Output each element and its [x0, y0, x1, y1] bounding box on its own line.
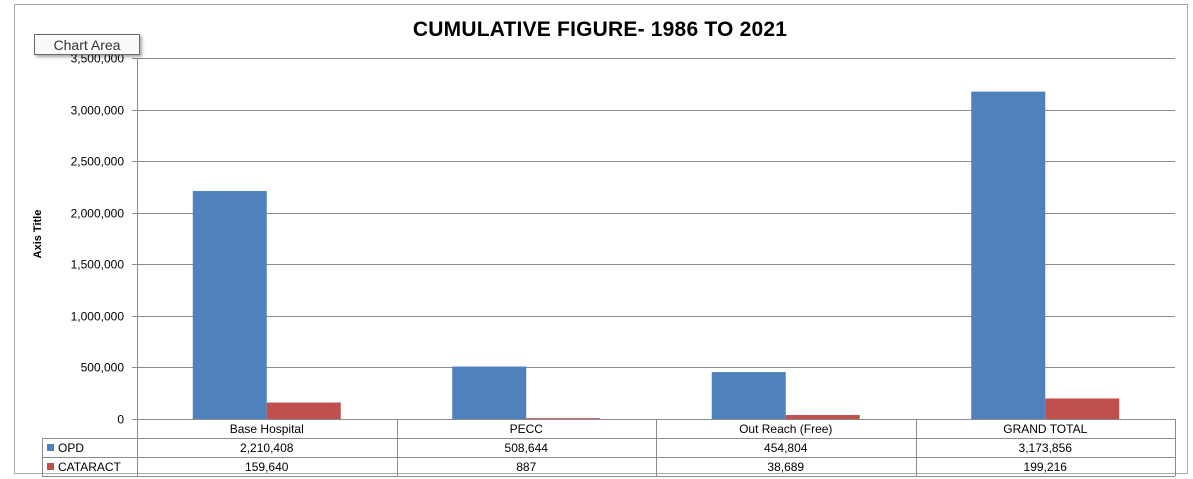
y-tick-label: 1,000,000	[71, 310, 125, 324]
chart-title: CUMULATIVE FIGURE- 1986 TO 2021	[412, 18, 788, 41]
data-label: 508,644	[505, 441, 549, 455]
bar-opd	[192, 191, 267, 419]
bar-opd	[452, 366, 527, 419]
category-label: Out Reach (Free)	[739, 422, 832, 436]
y-tick-label: 0	[117, 413, 124, 427]
bar-cataract	[1045, 398, 1120, 419]
y-tick-label: 2,000,000	[71, 207, 125, 221]
bar-opd	[711, 372, 786, 419]
y-tick-label: 3,000,000	[71, 104, 125, 118]
data-label: 887	[516, 460, 536, 474]
y-tick-label: 2,500,000	[71, 155, 125, 169]
data-label: 2,210,408	[240, 441, 294, 455]
legend-label-opd: OPD	[58, 441, 84, 455]
bar-cataract	[526, 418, 601, 419]
category-label: Base Hospital	[230, 422, 304, 436]
category-label: GRAND TOTAL	[1003, 422, 1087, 436]
chart-border	[14, 4, 1188, 474]
bar-opd	[971, 91, 1046, 419]
data-label: 199,216	[1024, 460, 1068, 474]
category-label: PECC	[510, 422, 544, 436]
data-label: 454,804	[764, 441, 808, 455]
data-label: 159,640	[245, 460, 289, 474]
y-tick-label: 500,000	[81, 361, 125, 375]
data-label: 38,689	[767, 460, 804, 474]
legend-key-opd	[47, 444, 54, 451]
legend-key-cataract	[47, 463, 54, 470]
y-tick-label: 1,500,000	[71, 258, 125, 272]
chart-area-tooltip: Chart Area	[34, 34, 140, 55]
legend-label-cataract: CATARACT	[58, 460, 122, 474]
bar-cataract	[785, 415, 860, 419]
y-tick-label: 3,500,000	[71, 52, 125, 66]
data-label: 3,173,856	[1019, 441, 1073, 455]
bar-cataract	[266, 402, 341, 419]
